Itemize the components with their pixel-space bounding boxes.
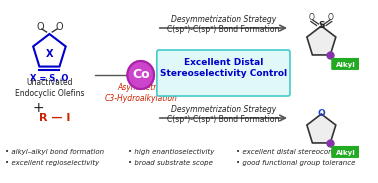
Text: O: O [309, 14, 315, 23]
Text: Desymmetrization Strategy: Desymmetrization Strategy [171, 16, 276, 25]
Text: O: O [328, 14, 334, 23]
Text: • high enantioselectivity: • high enantioselectivity [129, 149, 215, 155]
FancyBboxPatch shape [331, 146, 360, 158]
Text: Desymmetrization Strategy: Desymmetrization Strategy [171, 106, 276, 115]
Circle shape [127, 61, 154, 89]
Polygon shape [307, 26, 336, 55]
Text: O: O [318, 109, 325, 119]
Text: • excellent regioselectivity: • excellent regioselectivity [5, 160, 99, 166]
Text: O: O [36, 22, 44, 32]
FancyBboxPatch shape [157, 50, 290, 96]
Text: S: S [318, 21, 325, 31]
Text: O: O [55, 22, 63, 32]
Text: • excellent distal stereocontrol: • excellent distal stereocontrol [236, 149, 344, 155]
Text: Excellent Distal
Stereoselectivity Control: Excellent Distal Stereoselectivity Contr… [160, 58, 287, 78]
Text: R — I: R — I [39, 113, 71, 123]
FancyBboxPatch shape [331, 58, 360, 70]
Text: C(sp³)-C(sp³) Bond Formation: C(sp³)-C(sp³) Bond Formation [167, 25, 280, 35]
Text: Co: Co [132, 68, 150, 81]
Text: X: X [46, 49, 53, 59]
Polygon shape [307, 114, 336, 143]
Text: • alkyl–alkyl bond formation: • alkyl–alkyl bond formation [5, 149, 104, 155]
Text: Alkyl: Alkyl [336, 62, 355, 68]
Text: +: + [32, 101, 44, 115]
Text: • good functional group tolerance: • good functional group tolerance [236, 160, 355, 166]
Text: X = S, O: X = S, O [30, 74, 69, 83]
Text: C(sp³)-C(sp³) Bond Formation: C(sp³)-C(sp³) Bond Formation [167, 115, 280, 124]
Text: Alkyl: Alkyl [336, 150, 355, 156]
Text: Unactivated
Endocyclic Olefins: Unactivated Endocyclic Olefins [15, 78, 84, 98]
Text: Asymmetric
C3-Hydroalkylation: Asymmetric C3-Hydroalkylation [104, 83, 177, 103]
Text: • broad substrate scope: • broad substrate scope [129, 160, 213, 166]
